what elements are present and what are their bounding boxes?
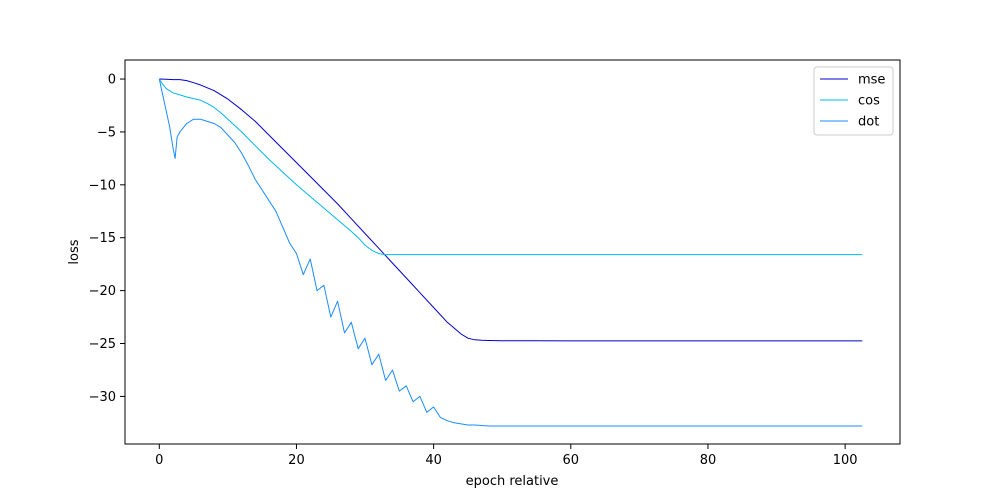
legend-label-cos: cos: [858, 94, 880, 109]
x-tick-label: 20: [288, 453, 305, 468]
x-axis-label: epoch relative: [466, 474, 559, 489]
series-line-dot: [158, 78, 863, 427]
y-tick-label: −20: [89, 284, 116, 299]
x-tick-label: 100: [833, 453, 858, 468]
x-tick-label: 0: [155, 453, 163, 468]
x-tick-label: 40: [425, 453, 442, 468]
y-tick-label: −25: [89, 337, 116, 352]
legend-label-dot: dot: [858, 115, 879, 130]
series-line-mse: [159, 78, 863, 342]
plot-frame: [124, 59, 901, 445]
x-tick-label: 80: [700, 453, 717, 468]
y-tick-label: −5: [97, 125, 116, 140]
series-line-cos: [158, 78, 863, 256]
y-tick-label: −15: [89, 231, 116, 246]
y-axis-label: loss: [67, 239, 82, 264]
x-tick-label: 60: [563, 453, 580, 468]
plot-area: [125, 60, 900, 444]
x-axis: 0 20 40 60 80 100: [155, 444, 858, 468]
legend-box: [813, 66, 894, 136]
y-tick-label: 0: [108, 73, 116, 88]
y-tick-label: −10: [89, 178, 116, 193]
y-tick-label: −30: [89, 390, 116, 405]
series-layer: [158, 78, 863, 427]
legend: mse cos dot: [813, 66, 894, 136]
legend-label-mse: mse: [858, 73, 885, 88]
y-axis: 0 −5 −10 −15 −20 −25 −30: [89, 73, 125, 405]
